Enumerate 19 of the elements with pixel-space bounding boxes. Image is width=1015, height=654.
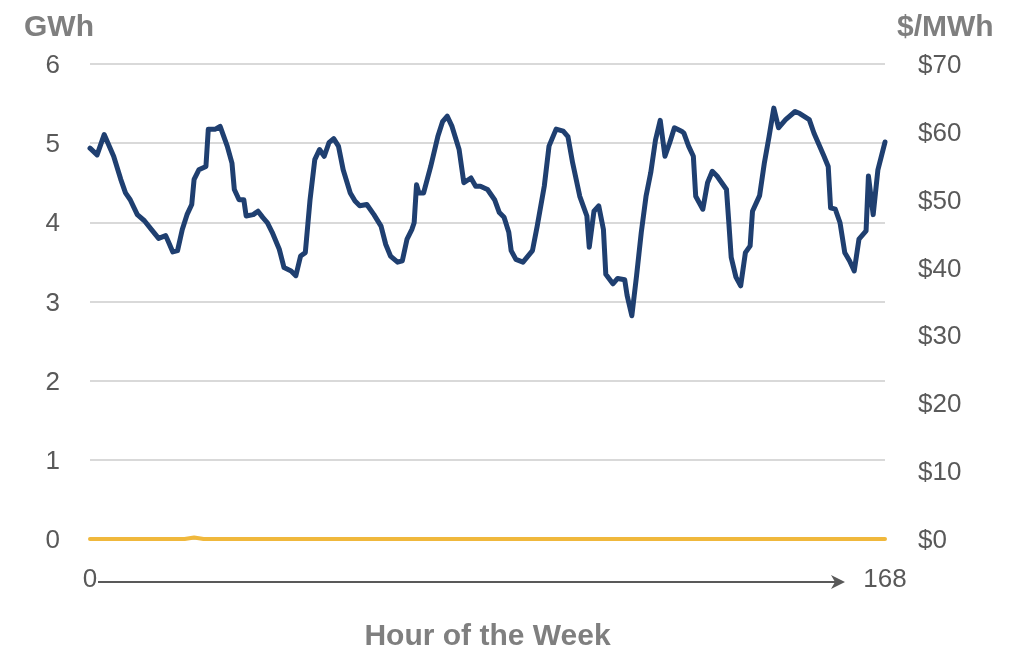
y-axis-title: GWh xyxy=(24,8,94,42)
x-tick-label: 168 xyxy=(863,563,907,593)
y2-tick-label: $70 xyxy=(918,49,962,79)
y2-tick-label: $30 xyxy=(918,320,962,351)
y-tick-label: 3 xyxy=(45,286,60,317)
y-tick-label: 6 xyxy=(45,49,60,79)
y2-tick-label: $20 xyxy=(918,388,962,419)
y2-tick-label: $60 xyxy=(918,116,962,147)
y2-tick-label: $10 xyxy=(918,456,962,487)
x-axis-title: Hour of the Week xyxy=(364,617,611,651)
y-tick-label: 4 xyxy=(45,207,60,238)
y2-tick-label: $50 xyxy=(918,184,962,215)
y2-tick-label: $40 xyxy=(918,252,962,283)
y-tick-label: 5 xyxy=(45,128,60,159)
y2-axis-title: $/MWh xyxy=(897,8,994,42)
y-tick-label: 0 xyxy=(45,524,60,554)
y-tick-label: 1 xyxy=(45,444,60,475)
y2-tick-label: $0 xyxy=(918,524,947,554)
y-tick-label: 2 xyxy=(45,365,60,396)
